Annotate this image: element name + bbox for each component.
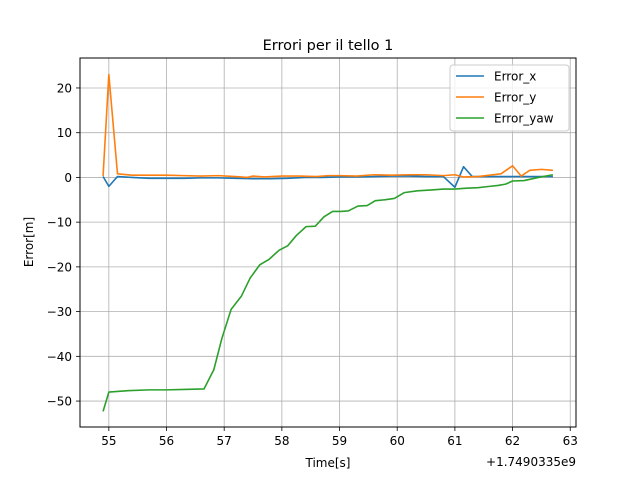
y-tick-label: −10: [47, 216, 72, 230]
y-tick-label: −20: [47, 260, 72, 274]
series-lines: [102, 73, 554, 412]
x-tick-label: 63: [563, 434, 578, 448]
y-tick-label: −40: [47, 350, 72, 364]
y-axis-ticks: 20 10 0 −10 −20 −30 −40 −50: [47, 81, 80, 409]
y-tick-label: −50: [47, 395, 72, 409]
x-tick-label: 59: [332, 434, 347, 448]
legend: Error_x Error_y Error_yaw: [449, 64, 570, 132]
x-axis-label: Time[s]: [305, 456, 351, 470]
legend-label-error-x: Error_x: [494, 70, 536, 84]
x-tick-label: 57: [217, 434, 232, 448]
y-tick-label: −30: [47, 305, 72, 319]
x-tick-label: 55: [101, 434, 116, 448]
y-tick-label: 10: [57, 126, 72, 140]
series-line-error-y: [102, 73, 553, 179]
plot-frame: [79, 57, 577, 428]
legend-label-error-y: Error_y: [494, 91, 536, 105]
legend-box: [449, 64, 570, 132]
series-line-error-yaw: [102, 173, 554, 412]
x-axis-ticks: 55 56 57 58 59 60 61 62 63: [101, 427, 578, 448]
x-tick-label: 60: [390, 434, 405, 448]
legend-label-error-yaw: Error_yaw: [494, 112, 554, 126]
x-tick-label: 62: [505, 434, 520, 448]
x-tick-label: 58: [274, 434, 289, 448]
y-tick-label: 20: [57, 81, 72, 95]
x-axis-offset-label: +1.7490335e9: [486, 455, 576, 469]
y-axis-label: Error[m]: [22, 217, 36, 267]
chart-title: Errori per il tello 1: [263, 38, 394, 54]
x-tick-label: 61: [447, 434, 462, 448]
y-tick-label: 0: [64, 171, 72, 185]
x-tick-label: 56: [159, 434, 174, 448]
